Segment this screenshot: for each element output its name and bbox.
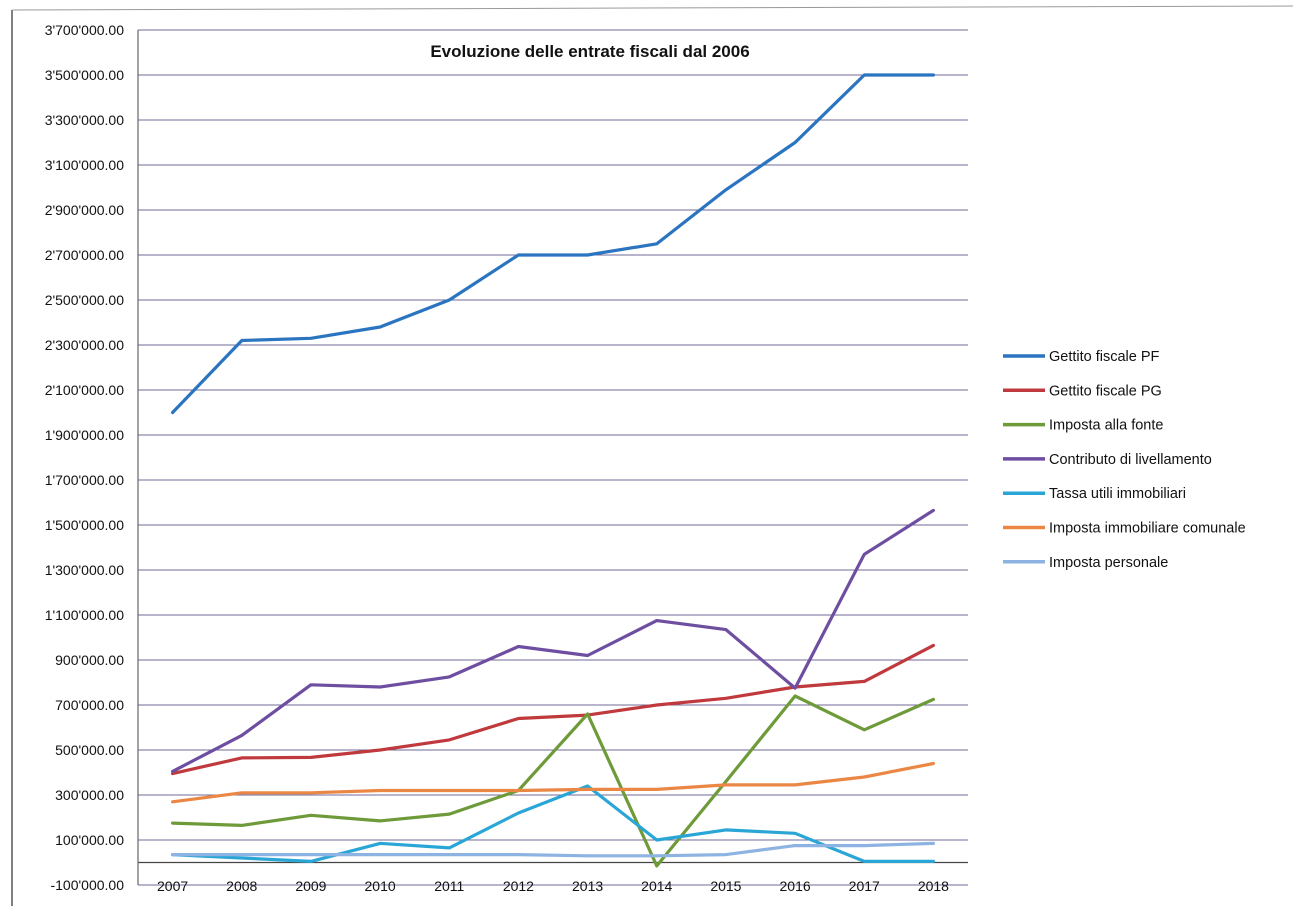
y-tick-label: 1'700'000.00 — [45, 472, 125, 488]
series-line — [171, 761, 936, 804]
legend-label: Imposta immobiliare comunale — [1049, 521, 1246, 537]
y-tick-label: 3'100'000.00 — [45, 157, 125, 173]
x-tick-label: 2015 — [710, 878, 741, 894]
y-tick-label: 2'100'000.00 — [45, 382, 125, 398]
legend-label: Contributo di livellamento — [1049, 452, 1212, 468]
x-tick-label: 2007 — [157, 878, 188, 894]
x-tick-label: 2009 — [295, 878, 326, 894]
series-line — [171, 73, 936, 415]
y-tick-label: 2'900'000.00 — [45, 202, 125, 218]
y-tick-label: 3'500'000.00 — [45, 67, 125, 83]
x-tick-label: 2011 — [434, 878, 464, 894]
page-border-top — [11, 5, 1293, 11]
legend-label: Tassa utili immobiliari — [1049, 486, 1186, 502]
y-tick-label: 2'500'000.00 — [45, 292, 125, 308]
x-tick-label: 2008 — [226, 878, 257, 894]
x-tick-label: 2013 — [572, 878, 603, 894]
series-line — [171, 784, 936, 864]
x-tick-label: 2017 — [849, 878, 880, 894]
y-tick-label: 900'000.00 — [55, 652, 124, 668]
x-tick-label: 2016 — [780, 878, 811, 894]
legend-label: Gettito fiscale PG — [1049, 383, 1162, 399]
y-tick-label: 300'000.00 — [55, 787, 124, 803]
y-tick-label: 2'300'000.00 — [45, 337, 125, 353]
series-line — [171, 643, 936, 776]
x-tick-labels: 2007 2008 2009 2010 2011 2012 2013 2014 2015 2016… — [157, 878, 949, 894]
y-tick-label: 3'300'000.00 — [45, 112, 125, 128]
legend-label: Imposta personale — [1049, 555, 1168, 571]
x-tick-label: 2010 — [365, 878, 396, 894]
y-tick-labels: -100'000.00 100'000.00 300'000.00 500'000.0… — [45, 22, 125, 893]
legend: Gettito fiscale PF Gettito fiscale PG Impo… — [1003, 349, 1246, 571]
legend-label: Imposta alla fonte — [1049, 418, 1163, 434]
y-tick-label: 100'000.00 — [55, 832, 124, 848]
series-line — [171, 841, 936, 858]
x-tick-label: 2018 — [918, 878, 949, 894]
series-line — [171, 694, 936, 868]
x-tick-label: 2014 — [641, 878, 672, 894]
chart-title: Evoluzione delle entrate fiscali dal 200… — [430, 42, 749, 61]
legend-label: Gettito fiscale PF — [1049, 349, 1160, 365]
series-line — [171, 508, 936, 774]
y-tick-label: 2'700'000.00 — [45, 247, 125, 263]
y-tick-label: 1'500'000.00 — [45, 517, 125, 533]
y-tick-label: 3'700'000.00 — [45, 22, 125, 38]
y-tick-label: -100'000.00 — [50, 877, 124, 893]
y-tick-label: 1'900'000.00 — [45, 427, 125, 443]
y-tick-label: 1'100'000.00 — [45, 607, 125, 623]
y-tick-label: 500'000.00 — [55, 742, 124, 758]
series-lines — [171, 73, 936, 868]
x-tick-label: 2012 — [503, 878, 534, 894]
gridlines — [138, 29, 968, 886]
y-tick-label: 700'000.00 — [55, 697, 124, 713]
y-tick-label: 1'300'000.00 — [45, 562, 125, 578]
